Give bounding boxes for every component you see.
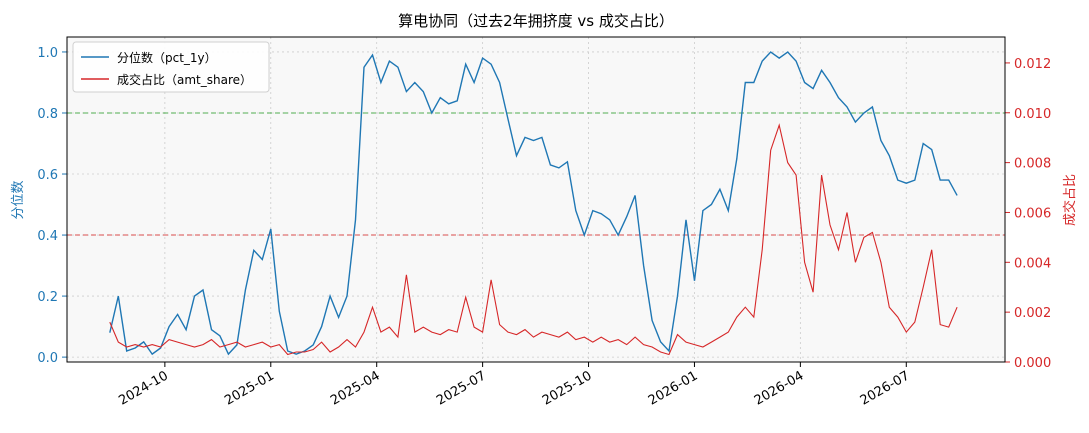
y2-tick-label: 0.004 [1014,256,1051,271]
legend-box [72,41,270,93]
y-axis-label: 分位数 [11,180,26,219]
legend-label: 成交占比（amt_share） [117,72,252,87]
y2-tick-label: 0.008 [1014,157,1051,172]
y-tick-label: 0.4 [37,229,58,244]
legend-label: 分位数（pct_1y） [117,50,217,65]
y2-tick-label: 0.002 [1014,306,1051,321]
y-tick-label: 0.0 [37,351,58,366]
y2-tick-label: 0.000 [1014,356,1051,371]
axes-frame [66,36,1006,363]
y2-tick-label: 0.012 [1014,57,1051,72]
y2-tick-label: 0.006 [1014,206,1051,221]
data-line [109,51,958,356]
y-tick-label: 0.2 [37,290,58,305]
y2-axis-label: 成交占比 [1062,174,1078,226]
y2-tick-label: 0.010 [1014,107,1051,122]
data-line [109,123,958,356]
y-tick-label: 0.6 [37,168,58,183]
y-tick-label: 1.0 [37,46,58,61]
y-tick-label: 0.8 [37,107,58,122]
chart-title: 算电协同（过去2年拥挤度 vs 成交占比） [398,12,674,30]
